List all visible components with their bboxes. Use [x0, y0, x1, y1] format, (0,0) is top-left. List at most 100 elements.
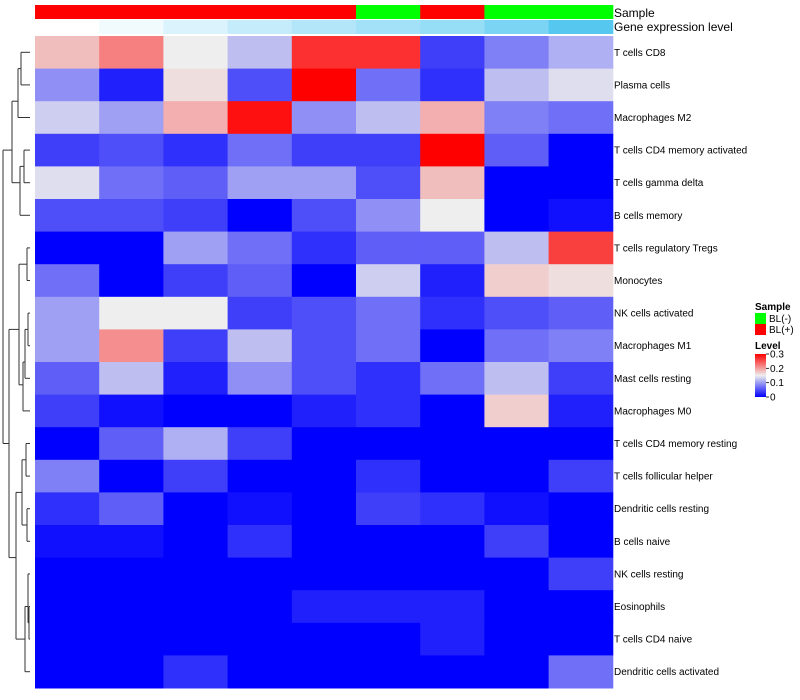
heatmap-cell [99, 264, 164, 298]
heatmap-cell [227, 36, 293, 70]
row-label: Dendritic cells activated [614, 667, 719, 678]
heatmap-cell [548, 492, 614, 526]
heatmap-cell [35, 525, 100, 559]
heatmap-cell [99, 133, 164, 167]
sample-annotation-cell [35, 5, 100, 19]
heatmap-cell [163, 427, 229, 461]
row-label: B cells naive [614, 537, 671, 548]
gene-expression-annotation-cell [163, 20, 229, 34]
heatmap-cell [484, 166, 550, 200]
heatmap-cell [548, 362, 614, 396]
heatmap-cell [227, 492, 293, 526]
heatmap-cell [420, 459, 485, 493]
heatmap-cell [420, 622, 485, 656]
heatmap-cell [420, 36, 485, 70]
gene-expression-annotation-cell [548, 20, 614, 34]
heatmap-cell [420, 264, 485, 298]
row-label: T cells gamma delta [614, 178, 704, 189]
heatmap-cell [548, 525, 614, 559]
heatmap-cell [35, 590, 100, 624]
heatmap-cell [163, 525, 229, 559]
heatmap-cell [484, 557, 550, 591]
heatmap-cell [420, 492, 485, 526]
heatmap-cell [99, 68, 164, 102]
heatmap-cell [356, 166, 421, 200]
heatmap-cell [291, 264, 357, 298]
heatmap-cell [356, 133, 421, 167]
level-legend-title: Level [755, 341, 781, 352]
heatmap-cell [163, 329, 229, 363]
sample-annotation-cell [356, 5, 421, 19]
heatmap-cell [227, 101, 293, 135]
heatmap-cell [484, 590, 550, 624]
sample-annotation-bar [35, 5, 614, 19]
gene-expression-annotation-cell [420, 20, 485, 34]
heatmap-cell [35, 394, 100, 428]
sample-annotation-cell [99, 5, 164, 19]
heatmap-cell [35, 622, 100, 656]
level-colorbar [755, 354, 766, 397]
heatmap-cell [420, 199, 485, 233]
heatmap-cell [420, 557, 485, 591]
heatmap-cell [548, 199, 614, 233]
heatmap-cell [420, 655, 485, 689]
level-legend-tick-label: 0.1 [770, 378, 784, 389]
heatmap-cell [291, 231, 357, 265]
heatmap-cell [35, 36, 100, 70]
row-label: T cells CD8 [614, 48, 666, 59]
heatmap-cell [356, 362, 421, 396]
heatmap-cell [99, 231, 164, 265]
heatmap-cell [227, 459, 293, 493]
heatmap-cell [548, 166, 614, 200]
heatmap-cell [548, 655, 614, 689]
heatmap-cell [227, 655, 293, 689]
heatmap-cell [99, 492, 164, 526]
heatmap-cell [291, 133, 357, 167]
sample-annotation-cell [291, 5, 357, 19]
heatmap-cell [484, 427, 550, 461]
heatmap-cell [548, 622, 614, 656]
heatmap-cell [291, 166, 357, 200]
heatmap-cell [35, 68, 100, 102]
heatmap-cell [163, 264, 229, 298]
heatmap-cell [356, 264, 421, 298]
heatmap-cell [35, 296, 100, 330]
heatmap-cell [227, 590, 293, 624]
heatmap-cell [99, 394, 164, 428]
heatmap-cell [420, 525, 485, 559]
heatmap-cell [484, 459, 550, 493]
heatmap-cell [484, 394, 550, 428]
heatmap-cell [227, 231, 293, 265]
heatmap-cell [420, 68, 485, 102]
heatmap-cell [291, 101, 357, 135]
heatmap-cell [99, 329, 164, 363]
gene-expression-annotation-bar [35, 20, 614, 34]
heatmap-cell [356, 68, 421, 102]
heatmap-cell [291, 329, 357, 363]
heatmap-cell [484, 622, 550, 656]
heatmap-cell [35, 557, 100, 591]
heatmap-cell [548, 133, 614, 167]
heatmap-cell [35, 264, 100, 298]
heatmap-cell [35, 655, 100, 689]
heatmap-cell [420, 362, 485, 396]
level-legend-ticks: 0.3 0.2 0.1 0 [766, 350, 784, 404]
heatmap-cell [227, 525, 293, 559]
heatmap-cell [484, 296, 550, 330]
heatmap-cell [548, 329, 614, 363]
heatmap-cell [99, 557, 164, 591]
sample-legend-label: BL(-) [769, 314, 791, 325]
row-label: Monocytes [614, 276, 662, 287]
gene-expression-annotation-cell [484, 20, 550, 34]
heatmap-cell [163, 133, 229, 167]
heatmap-cell [356, 590, 421, 624]
heatmap-cell [548, 459, 614, 493]
heatmap-cell [227, 362, 293, 396]
heatmap-cell [291, 590, 357, 624]
row-label: Dendritic cells resting [614, 504, 709, 515]
gene-expression-annotation-cell [227, 20, 293, 34]
sample-legend-label: BL(+) [769, 325, 794, 336]
gene-expression-annotation-cell [99, 20, 164, 34]
level-legend-tick-label: 0 [770, 393, 776, 404]
heatmap-cell [99, 199, 164, 233]
